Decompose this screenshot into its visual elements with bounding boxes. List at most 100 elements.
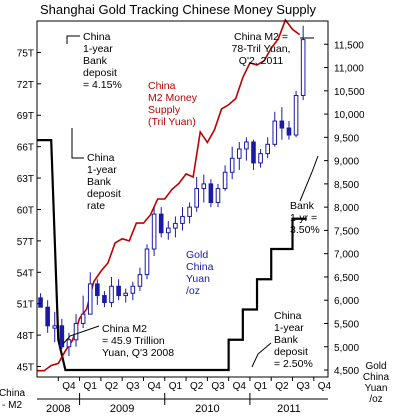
annotation-deposit-2011: Bank bbox=[290, 200, 315, 212]
gold-candle-body bbox=[265, 143, 270, 155]
annotation-deposit-2010: Bank bbox=[274, 334, 299, 346]
gold-candle-body bbox=[236, 148, 242, 159]
annotation-pointer-m2-2008 bbox=[62, 325, 100, 345]
gold-candle-body bbox=[286, 127, 292, 136]
gold-candle-body bbox=[137, 274, 143, 287]
gold-candle-body bbox=[279, 120, 285, 129]
gold-candle-body bbox=[158, 213, 164, 234]
right-tick-label: 10,000 bbox=[334, 110, 365, 121]
gold-candle-body bbox=[251, 141, 256, 164]
x-year-label: 2009 bbox=[110, 403, 134, 415]
plot-frame bbox=[36, 20, 329, 378]
annotation-deposit-2011: 3.50% bbox=[290, 224, 320, 236]
x-quarter-label: Q4 bbox=[62, 381, 76, 392]
gold-candle-body bbox=[187, 206, 192, 217]
gold-candle-body bbox=[194, 188, 199, 208]
annotation-gold-label: Gold bbox=[186, 249, 208, 261]
gold-candle-body bbox=[116, 285, 121, 297]
annotation-m2-series-label: Supply bbox=[148, 104, 181, 116]
gold-candle-body bbox=[45, 306, 50, 327]
right-tick-label: 9,500 bbox=[334, 133, 359, 144]
annotation-m2-q3-2011: 78-Tril Yuan, bbox=[232, 43, 291, 55]
gold-candle-body bbox=[180, 215, 185, 224]
annotation-deposit-rate-label: rate bbox=[87, 200, 105, 212]
annotation-gold-label: Yuan bbox=[186, 273, 210, 285]
gold-candle-body bbox=[130, 285, 136, 294]
right-tick-label: 5,000 bbox=[334, 343, 359, 354]
left-tick-label: 75T bbox=[17, 48, 34, 59]
gold-candle-body bbox=[222, 171, 228, 190]
gold-candle-body bbox=[201, 183, 207, 190]
annotation-pointer-deposit-2008 bbox=[66, 35, 80, 44]
right-axis-title: Yuan bbox=[365, 383, 388, 394]
right-axis-title: /oz bbox=[369, 394, 382, 405]
gold-candle-body bbox=[258, 153, 263, 164]
left-axis-title: - M2 bbox=[2, 400, 22, 411]
gold-candle-body bbox=[73, 322, 79, 341]
gold-candle-body bbox=[208, 183, 214, 203]
annotation-pointer-deposit-2011 bbox=[299, 155, 319, 202]
annotation-m2-series-label: M2 Money bbox=[148, 92, 198, 104]
gold-candle-body bbox=[293, 94, 299, 136]
m2-money-supply-line bbox=[37, 18, 301, 372]
gold-candle-body bbox=[272, 120, 278, 145]
right-tick-label: 10,500 bbox=[334, 87, 365, 98]
right-tick-label: 7,000 bbox=[334, 250, 359, 261]
annotation-deposit-rate-label: deposit bbox=[87, 188, 121, 200]
gold-candle-body bbox=[66, 339, 72, 348]
annotation-deposit-rate-label: Bank bbox=[87, 176, 112, 188]
gold-candle-body bbox=[80, 313, 86, 324]
left-tick-label: 66T bbox=[17, 143, 34, 154]
left-tick-label: 72T bbox=[17, 80, 34, 91]
left-tick-label: 45T bbox=[17, 363, 34, 374]
annotation-deposit-2010: deposit bbox=[274, 346, 308, 358]
annotation-deposit-rate-label: China bbox=[87, 152, 115, 164]
left-tick-label: 48T bbox=[17, 331, 34, 342]
annotation-deposit-2008: deposit bbox=[83, 67, 117, 79]
left-tick-label: 69T bbox=[17, 111, 34, 122]
gold-candle-body bbox=[87, 283, 93, 315]
right-tick-label: 5,500 bbox=[334, 319, 359, 330]
annotation-deposit-2010: 1-year bbox=[274, 322, 304, 334]
left-tick-label: 54T bbox=[17, 268, 34, 279]
annotation-m2-q3-2008: Yuan, Q'3 2008 bbox=[102, 347, 174, 359]
chart-title: Shanghai Gold Tracking Chinese Money Sup… bbox=[40, 2, 317, 17]
gold-candle-body bbox=[109, 285, 114, 304]
annotation-deposit-2008: Bank bbox=[83, 55, 108, 67]
x-quarter-label: Q2 bbox=[190, 381, 204, 392]
annotation-m2-q3-2011: Q'2, 2011 bbox=[239, 55, 284, 67]
annotation-deposit-rate-label: 1-year bbox=[87, 164, 117, 176]
x-quarter-label: Q2 bbox=[105, 381, 119, 392]
right-tick-label: 4,500 bbox=[334, 366, 359, 377]
annotation-gold-label: China bbox=[186, 261, 214, 273]
right-tick-label: 11,500 bbox=[334, 40, 364, 51]
x-quarter-label: Q4 bbox=[233, 381, 247, 392]
gold-candle-body bbox=[102, 295, 107, 304]
gold-candle-body bbox=[300, 39, 306, 96]
gold-candle-body bbox=[166, 227, 171, 234]
left-tick-label: 57T bbox=[17, 237, 34, 248]
right-tick-label: 6,500 bbox=[334, 273, 359, 284]
gold-candle-body bbox=[38, 297, 43, 308]
left-tick-label: 51T bbox=[17, 300, 34, 311]
x-quarter-label: Q2 bbox=[275, 381, 289, 392]
gold-candle-body bbox=[244, 141, 249, 150]
right-tick-label: 11,000 bbox=[334, 64, 364, 75]
annotation-pointer-deposit-2010 bbox=[251, 342, 272, 368]
deposit-rate-line bbox=[37, 139, 307, 372]
right-tick-label: 8,500 bbox=[334, 180, 359, 191]
right-tick-label: 7,500 bbox=[334, 226, 359, 237]
right-tick-label: 9,000 bbox=[334, 157, 359, 168]
right-axis-title: China bbox=[363, 372, 390, 383]
right-tick-label: 8,000 bbox=[334, 203, 359, 214]
gold-candle-body bbox=[52, 325, 58, 329]
x-year-label: 2011 bbox=[277, 403, 301, 415]
gold-candle-body bbox=[95, 283, 100, 297]
annotation-pointer-deposit-rate bbox=[71, 128, 84, 159]
x-year-label: 2010 bbox=[195, 403, 219, 415]
annotation-m2-q3-2008: China M2 bbox=[102, 323, 147, 335]
gold-candle-body bbox=[173, 222, 178, 229]
left-tick-label: 60T bbox=[17, 205, 34, 216]
annotation-m2-q3-2011: China M2 = bbox=[234, 31, 288, 43]
